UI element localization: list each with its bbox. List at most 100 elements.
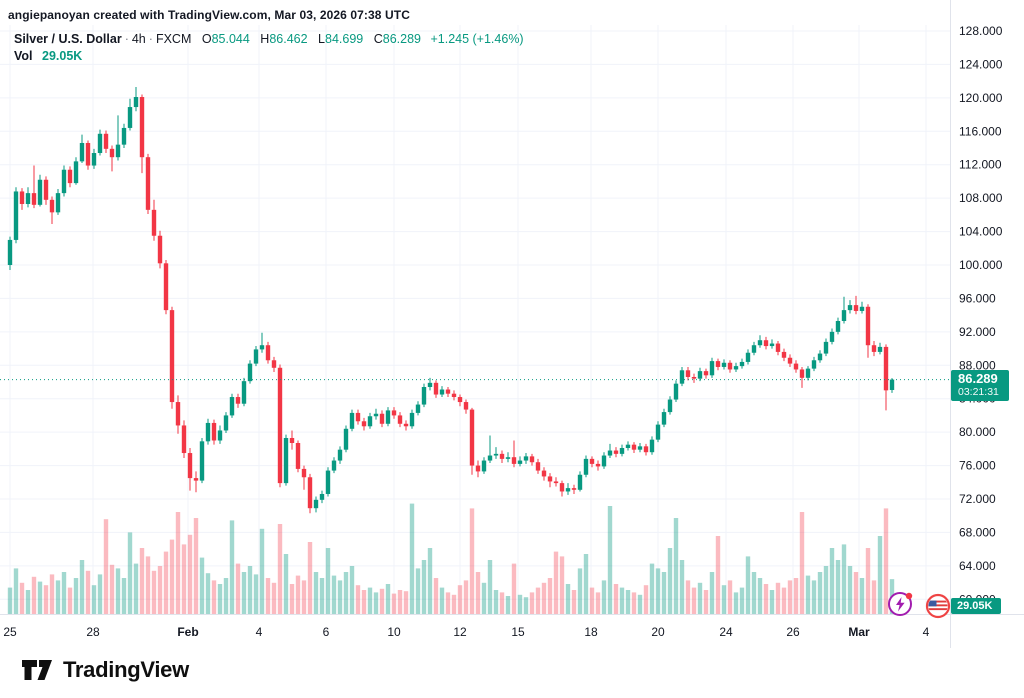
volume-bar	[769, 590, 775, 614]
volume-bar	[433, 578, 439, 614]
volume-bar	[151, 570, 157, 614]
chart-canvas[interactable]: 128.000 124.000 120.000 116.000 112.000 108.0…	[0, 0, 1024, 648]
lightning-icon	[888, 592, 913, 616]
volume-bar	[31, 576, 37, 614]
volume-bar	[223, 578, 229, 614]
volume-bar	[565, 584, 571, 614]
volume-bar	[763, 584, 769, 614]
price-axis[interactable]: 128.000 124.000 120.000 116.000 112.000 108.0…	[959, 24, 1003, 606]
candle-body	[715, 361, 721, 367]
candle-body	[727, 362, 733, 370]
candle-body	[841, 310, 847, 321]
candle-body	[499, 453, 505, 459]
candle-body	[181, 425, 187, 454]
symbol-legend-row[interactable]: Silver / U.S. Dollar · 4h · FXCM O85.044 H86…	[14, 31, 524, 47]
volume-bar	[577, 568, 583, 614]
volume-bar	[61, 572, 67, 614]
candle-body	[283, 437, 289, 484]
footer: TradingView	[0, 648, 1024, 698]
volume-bar	[445, 592, 451, 614]
volume-bar	[145, 556, 151, 614]
candle-body	[703, 371, 709, 376]
volume-bar	[259, 528, 265, 614]
time-axis[interactable]: 25 28 Feb 4 6 10 12 15 18 20 24 26 Mar 4	[3, 625, 929, 639]
candle-body	[451, 393, 457, 398]
candle-body	[445, 389, 451, 394]
candle-body	[661, 412, 667, 425]
candle-body	[517, 460, 523, 464]
price-tick-label: 68.000	[959, 525, 996, 539]
volume-bar	[529, 592, 535, 614]
candle-body	[79, 142, 85, 162]
candle-body	[655, 424, 661, 440]
price-tick-label: 116.000	[959, 124, 1002, 138]
economic-calendar-flag-button[interactable]	[924, 592, 952, 620]
volume-bar	[97, 574, 103, 614]
volume-bar	[505, 596, 511, 614]
volume-bar	[607, 506, 613, 614]
candle-body	[751, 345, 757, 353]
volume-bar	[373, 592, 379, 614]
candle-body	[415, 404, 421, 413]
candle-body	[391, 410, 397, 416]
candle-body	[157, 235, 163, 264]
time-tick-label: 26	[786, 625, 800, 639]
candle-body	[289, 437, 295, 444]
volume-bar	[697, 582, 703, 614]
price-tick-label: 112.000	[959, 158, 1002, 172]
volume-bar	[865, 548, 871, 614]
candle-body	[19, 191, 25, 204]
candle-body	[835, 320, 841, 332]
interval-label[interactable]: 4h	[131, 32, 146, 46]
volume-bar	[463, 580, 469, 614]
candle-body	[811, 360, 817, 369]
volume-bar	[745, 556, 751, 614]
tradingview-logo[interactable]: TradingView	[20, 655, 189, 685]
volume-bar	[139, 548, 145, 614]
candle-body	[217, 430, 223, 441]
volume-bar	[25, 590, 31, 614]
candle-body	[25, 193, 31, 204]
volume-bar	[709, 572, 715, 614]
volume-bar	[673, 518, 679, 614]
candle-body	[31, 193, 37, 205]
volume-bar	[871, 580, 877, 614]
volume-bar	[397, 590, 403, 614]
price-tick-label: 128.000	[959, 24, 1003, 38]
volume-bar	[583, 554, 589, 614]
close-label: C	[373, 32, 383, 46]
us-flag-icon	[925, 593, 951, 619]
volume-bar	[877, 536, 883, 614]
volume-bar	[43, 585, 49, 614]
volume-legend-row[interactable]: Vol 29.05K	[14, 48, 524, 64]
candle-body	[475, 465, 481, 472]
candle-body	[307, 477, 313, 509]
symbol-title[interactable]: Silver / U.S. Dollar	[14, 32, 122, 46]
ideas-lightning-button[interactable]	[887, 590, 915, 618]
time-tick-label: 24	[719, 625, 733, 639]
candle-body	[169, 310, 175, 403]
candle-body	[511, 457, 517, 464]
volume-bar	[277, 524, 283, 614]
candle-body	[205, 422, 211, 442]
volume-bar	[193, 518, 199, 614]
volume-bar	[313, 572, 319, 614]
close-value: 86.289	[382, 32, 421, 46]
volume-bar	[775, 582, 781, 614]
volume-bar	[241, 572, 247, 614]
candle-body	[463, 402, 469, 410]
volume-bar	[805, 575, 811, 614]
volume-bar	[481, 582, 487, 614]
volume-bar	[727, 580, 733, 614]
candle-body	[199, 441, 205, 481]
candle-body	[619, 448, 625, 454]
candle-body	[253, 349, 259, 364]
time-tick-label: 4	[256, 625, 263, 639]
candle-body	[235, 397, 241, 404]
candle-body	[433, 382, 439, 395]
candle-body	[739, 361, 745, 367]
price-tick-label: 72.000	[959, 492, 996, 506]
candle-body	[631, 444, 637, 450]
volume-bar	[325, 548, 331, 614]
